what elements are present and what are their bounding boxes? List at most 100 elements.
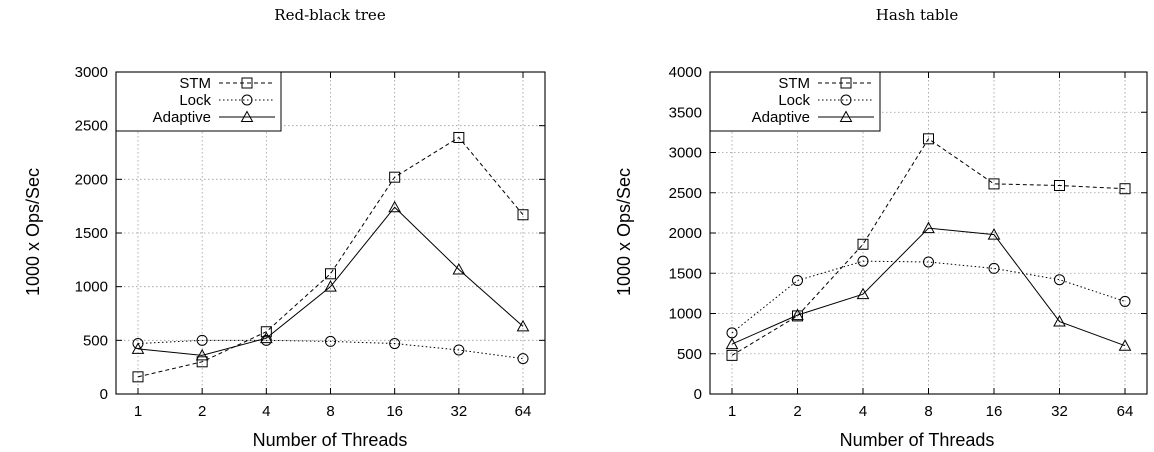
y-tick-label: 0 (100, 386, 108, 403)
chart-red-black-tree: Red-black tree Number of Threads 1000 x … (23, 6, 546, 450)
data-point-lock (792, 274, 803, 286)
y-tick-label: 3000 (669, 145, 702, 162)
data-point-adaptive (1118, 339, 1132, 351)
x-tick-label: 1 (134, 403, 142, 420)
data-point-stm (196, 356, 208, 368)
x-tick-label: 4 (859, 403, 867, 420)
x-tick-label: 64 (1117, 403, 1134, 420)
data-point-adaptive (856, 287, 870, 300)
y-tick-label: 0 (694, 386, 702, 403)
y-tick-label: 1500 (75, 225, 108, 242)
series-line-adaptive (137, 206, 524, 356)
data-point-adaptive (725, 337, 739, 350)
data-point-lock (453, 344, 465, 356)
x-axis-label: Number of Threads (840, 430, 995, 450)
y-axis-label: 1000 x Ops/Sec (614, 168, 634, 296)
data-point-adaptive (195, 348, 209, 361)
data-point-stm (517, 209, 529, 221)
data-point-adaptive (791, 308, 804, 321)
x-tick-label: 16 (386, 403, 403, 420)
data-point-stm (988, 178, 1000, 190)
y-tick-label: 2000 (75, 171, 108, 188)
data-point-adaptive (922, 221, 935, 234)
legend-marker (240, 110, 254, 122)
series-line-lock (137, 339, 524, 360)
data-point-adaptive (131, 342, 145, 354)
legend-box (115, 71, 282, 132)
data-point-stm (260, 326, 272, 338)
data-point-adaptive (388, 200, 402, 213)
y-tick-label: 3500 (669, 104, 702, 121)
chart-title: Hash table (876, 6, 959, 24)
data-point-lock (517, 353, 529, 365)
y-tick-label: 1500 (669, 265, 702, 282)
legend-marker (241, 94, 253, 106)
y-tick-label: 500 (677, 346, 702, 363)
legend-marker (839, 110, 853, 122)
data-point-stm (1054, 180, 1065, 192)
legend-label: STM (778, 75, 810, 92)
data-point-lock (196, 334, 208, 346)
y-tick-label: 2500 (75, 118, 108, 135)
y-tick-label: 2500 (669, 185, 702, 202)
data-point-lock (857, 255, 869, 267)
data-point-stm (792, 310, 803, 322)
series-line-stm (731, 138, 1126, 356)
x-tick-label: 2 (198, 403, 206, 420)
data-point-stm (325, 268, 336, 280)
data-point-stm (857, 238, 869, 250)
series-line-adaptive (731, 227, 1126, 347)
legend-marker (241, 77, 253, 89)
data-point-stm (389, 171, 401, 183)
legend-label: Lock (778, 92, 810, 109)
y-tick-label: 4000 (669, 64, 702, 81)
x-tick-label: 8 (924, 403, 932, 420)
data-point-lock (389, 338, 401, 350)
chart-title: Red-black tree (274, 6, 386, 24)
data-point-lock (260, 334, 272, 346)
x-tick-label: 32 (450, 403, 467, 420)
data-point-lock (1119, 295, 1131, 307)
data-point-lock (988, 262, 1000, 274)
plot-frame (115, 71, 546, 395)
legend-label: Adaptive (153, 109, 211, 126)
data-point-adaptive (516, 319, 530, 332)
plot-area: 0 500 1000 1500 2000 2500 3000 3500 4000 1 2 4 8 16 32… (669, 64, 1148, 420)
x-tick-label: 2 (793, 403, 801, 420)
data-point-lock (325, 335, 336, 347)
data-point-stm (726, 349, 738, 361)
data-point-lock (923, 256, 934, 268)
data-point-adaptive (259, 331, 273, 344)
x-tick-label: 32 (1051, 403, 1068, 420)
legend-label: STM (179, 75, 211, 92)
series-line-stm (137, 136, 524, 378)
x-tick-label: 64 (515, 403, 532, 420)
data-point-adaptive (324, 280, 337, 292)
plot-frame (709, 71, 1148, 395)
data-point-lock (1054, 274, 1065, 286)
legend-marker (840, 94, 852, 106)
y-tick-label: 1000 (669, 306, 702, 323)
x-tick-label: 1 (728, 403, 736, 420)
x-tick-label: 16 (986, 403, 1003, 420)
legend-label: Lock (179, 92, 211, 109)
data-point-stm (1119, 183, 1131, 195)
data-point-adaptive (1053, 315, 1066, 327)
y-tick-label: 500 (83, 332, 108, 349)
y-tick-label: 1000 (75, 279, 108, 296)
data-point-adaptive (987, 228, 1001, 240)
data-point-stm (453, 131, 465, 143)
data-point-lock (132, 338, 144, 350)
y-tick-label: 2000 (669, 225, 702, 242)
legend-marker (840, 77, 852, 89)
data-point-adaptive (452, 262, 466, 275)
legend-label: Adaptive (752, 109, 810, 126)
data-point-stm (923, 133, 934, 145)
x-tick-label: 8 (326, 403, 334, 420)
x-tick-label: 4 (262, 403, 270, 420)
chart-hash-table: Hash table Number of Threads 1000 x Ops/… (614, 6, 1148, 450)
data-point-stm (132, 371, 144, 383)
